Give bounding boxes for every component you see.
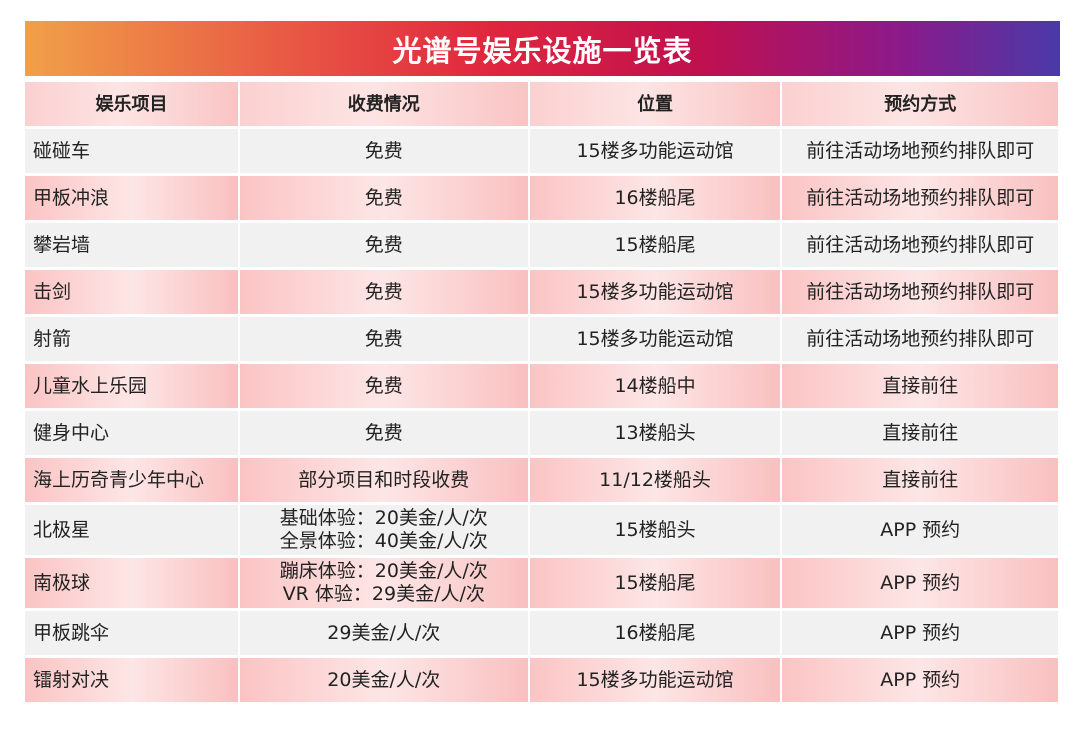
cell-booking: 前往活动场地预约排队即可 (782, 223, 1058, 267)
column-header-fee: 收费情况 (239, 82, 528, 126)
cell-location: 15楼船尾 (529, 558, 781, 608)
cell-item: 碰碰车 (25, 129, 238, 173)
fee-line: 免费 (364, 280, 403, 303)
cell-fee: 免费 (239, 223, 528, 267)
table-row: 碰碰车 免费 15楼多功能运动馆 前往活动场地预约排队即可 (25, 129, 1058, 173)
cell-booking: APP 预约 (782, 505, 1058, 555)
cell-fee: 免费 (239, 270, 528, 314)
table-row: 海上历奇青少年中心 部分项目和时段收费 11/12楼船头 直接前往 (25, 458, 1058, 502)
column-header-item: 娱乐项目 (25, 82, 238, 126)
cell-location: 16楼船尾 (529, 176, 781, 220)
cell-item: 击剑 (25, 270, 238, 314)
cell-fee: 29美金/人/次 (239, 611, 528, 655)
fee-line: 免费 (364, 374, 403, 397)
cell-item: 射箭 (25, 317, 238, 361)
table-row: 击剑 免费 15楼多功能运动馆 前往活动场地预约排队即可 (25, 270, 1058, 314)
fee-line: 20美金/人/次 (327, 668, 441, 691)
cell-location: 16楼船尾 (529, 611, 781, 655)
cell-location: 15楼多功能运动馆 (529, 270, 781, 314)
cell-booking: 直接前往 (782, 364, 1058, 408)
fee-line: 免费 (364, 186, 403, 209)
column-header-booking: 预约方式 (782, 82, 1058, 126)
header-row: 娱乐项目 收费情况 位置 预约方式 (25, 82, 1058, 126)
fee-line: 免费 (364, 233, 403, 256)
fee-line: VR 体验：29美金/人/次 (282, 583, 485, 605)
cell-item: 儿童水上乐园 (25, 364, 238, 408)
cell-item: 南极球 (25, 558, 238, 608)
fee-line: 蹦床体验：20美金/人/次 (279, 560, 488, 582)
cell-booking: APP 预约 (782, 558, 1058, 608)
cell-booking: 前往活动场地预约排队即可 (782, 129, 1058, 173)
cell-fee: 20美金/人/次 (239, 658, 528, 702)
cell-fee: 部分项目和时段收费 (239, 458, 528, 502)
cell-fee: 免费 (239, 317, 528, 361)
cell-fee: 免费 (239, 129, 528, 173)
fee-line: 部分项目和时段收费 (298, 468, 470, 491)
fee-line: 免费 (364, 421, 403, 444)
table-row: 南极球 蹦床体验：20美金/人/次 VR 体验：29美金/人/次 15楼船尾 APP 预… (25, 558, 1058, 608)
cell-item: 甲板跳伞 (25, 611, 238, 655)
cell-booking: 前往活动场地预约排队即可 (782, 317, 1058, 361)
cell-location: 15楼船尾 (529, 223, 781, 267)
cell-fee: 免费 (239, 176, 528, 220)
cell-fee: 免费 (239, 364, 528, 408)
cell-booking: 前往活动场地预约排队即可 (782, 176, 1058, 220)
cell-booking: 直接前往 (782, 411, 1058, 455)
cell-item: 北极星 (25, 505, 238, 555)
cell-item: 海上历奇青少年中心 (25, 458, 238, 502)
table-row: 射箭 免费 15楼多功能运动馆 前往活动场地预约排队即可 (25, 317, 1058, 361)
cell-item: 攀岩墙 (25, 223, 238, 267)
cell-location: 15楼多功能运动馆 (529, 658, 781, 702)
cell-fee: 基础体验：20美金/人/次 全景体验：40美金/人/次 (239, 505, 528, 555)
cell-booking: APP 预约 (782, 658, 1058, 702)
table-row: 甲板冲浪 免费 16楼船尾 前往活动场地预约排队即可 (25, 176, 1058, 220)
table-row: 镭射对决 20美金/人/次 15楼多功能运动馆 APP 预约 (25, 658, 1058, 702)
cell-item: 健身中心 (25, 411, 238, 455)
cell-location: 14楼船中 (529, 364, 781, 408)
table-row: 北极星 基础体验：20美金/人/次 全景体验：40美金/人/次 15楼船头 APP 预约 (25, 505, 1058, 555)
fee-line: 基础体验：20美金/人/次 (279, 507, 488, 529)
fee-line: 免费 (364, 327, 403, 350)
cell-booking: 直接前往 (782, 458, 1058, 502)
cell-location: 13楼船头 (529, 411, 781, 455)
table-row: 儿童水上乐园 免费 14楼船中 直接前往 (25, 364, 1058, 408)
cell-fee: 免费 (239, 411, 528, 455)
cell-location: 15楼多功能运动馆 (529, 129, 781, 173)
facilities-table: 娱乐项目 收费情况 位置 预约方式 碰碰车 免费 15楼多功能运动馆 前往活动场地预约排队即… (23, 79, 1060, 705)
cell-item: 镭射对决 (25, 658, 238, 702)
table-title: 光谱号娱乐设施一览表 (25, 21, 1060, 76)
cell-fee: 蹦床体验：20美金/人/次 VR 体验：29美金/人/次 (239, 558, 528, 608)
cell-booking: APP 预约 (782, 611, 1058, 655)
cell-item: 甲板冲浪 (25, 176, 238, 220)
cell-location: 11/12楼船头 (529, 458, 781, 502)
table-row: 健身中心 免费 13楼船头 直接前往 (25, 411, 1058, 455)
fee-line: 免费 (364, 139, 403, 162)
cell-location: 15楼船头 (529, 505, 781, 555)
cell-booking: 前往活动场地预约排队即可 (782, 270, 1058, 314)
column-header-location: 位置 (529, 82, 781, 126)
fee-line: 全景体验：40美金/人/次 (279, 530, 488, 552)
table-row: 甲板跳伞 29美金/人/次 16楼船尾 APP 预约 (25, 611, 1058, 655)
fee-line: 29美金/人/次 (327, 621, 441, 644)
cell-location: 15楼多功能运动馆 (529, 317, 781, 361)
table-row: 攀岩墙 免费 15楼船尾 前往活动场地预约排队即可 (25, 223, 1058, 267)
